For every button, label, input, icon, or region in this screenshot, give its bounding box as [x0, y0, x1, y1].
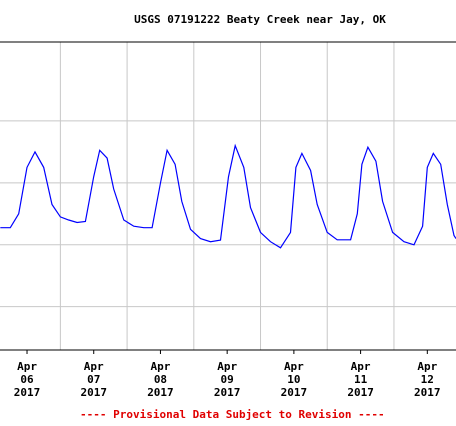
x-tick-label: Apr 12 2017 — [414, 360, 441, 399]
x-tick-label: Apr 11 2017 — [347, 360, 374, 399]
data-line — [0, 143, 456, 249]
x-tick-label: Apr 10 2017 — [280, 360, 308, 399]
x-tick-label: Apr 08 2017 — [147, 360, 174, 399]
x-tick-label: Apr 07 2017 — [80, 360, 107, 399]
x-tick-label: Apr 06 2017 — [13, 360, 41, 399]
x-tick-label: Apr 09 2017 — [213, 360, 241, 399]
chart-title: USGS 07191222 Beaty Creek near Jay, OK — [134, 13, 386, 26]
footer-note: ---- Provisional Data Subject to Revisio… — [80, 408, 385, 421]
